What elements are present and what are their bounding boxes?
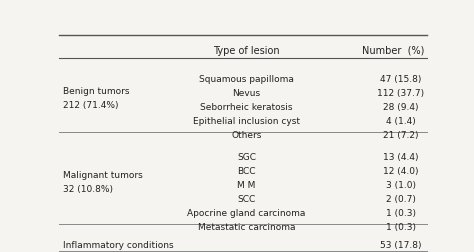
Text: 212 (71.4%): 212 (71.4%)	[63, 101, 118, 110]
Text: Number  (%): Number (%)	[362, 46, 425, 56]
Text: Squamous papilloma: Squamous papilloma	[199, 75, 294, 84]
Text: 47 (15.8): 47 (15.8)	[380, 75, 421, 84]
Text: 32 (10.8%): 32 (10.8%)	[63, 185, 113, 194]
Text: Epithelial inclusion cyst: Epithelial inclusion cyst	[193, 117, 300, 126]
Text: 2 (0.7): 2 (0.7)	[386, 195, 416, 204]
Text: Others: Others	[231, 131, 262, 140]
Text: Nevus: Nevus	[233, 89, 261, 98]
Text: Apocrine gland carcinoma: Apocrine gland carcinoma	[187, 209, 306, 218]
Text: 21 (7.2): 21 (7.2)	[383, 131, 419, 140]
Text: 3 (1.0): 3 (1.0)	[386, 181, 416, 190]
Text: 1 (0.3): 1 (0.3)	[386, 209, 416, 218]
Text: SGC: SGC	[237, 153, 256, 162]
Text: Benign tumors: Benign tumors	[63, 87, 129, 96]
Text: BCC: BCC	[237, 167, 256, 176]
Text: 4 (1.4): 4 (1.4)	[386, 117, 416, 126]
Text: Type of lesion: Type of lesion	[213, 46, 280, 56]
Text: 28 (9.4): 28 (9.4)	[383, 103, 419, 112]
Text: 1 (0.3): 1 (0.3)	[386, 223, 416, 232]
Text: Malignant tumors: Malignant tumors	[63, 171, 143, 180]
Text: 53 (17.8): 53 (17.8)	[380, 241, 422, 250]
Text: 12 (4.0): 12 (4.0)	[383, 167, 419, 176]
Text: Seborrheic keratosis: Seborrheic keratosis	[201, 103, 293, 112]
Text: Metastatic carcinoma: Metastatic carcinoma	[198, 223, 295, 232]
Text: M M: M M	[237, 181, 256, 190]
Text: 112 (37.7): 112 (37.7)	[377, 89, 424, 98]
Text: 13 (4.4): 13 (4.4)	[383, 153, 419, 162]
Text: Inflammatory conditions: Inflammatory conditions	[63, 241, 173, 250]
Text: SCC: SCC	[237, 195, 256, 204]
